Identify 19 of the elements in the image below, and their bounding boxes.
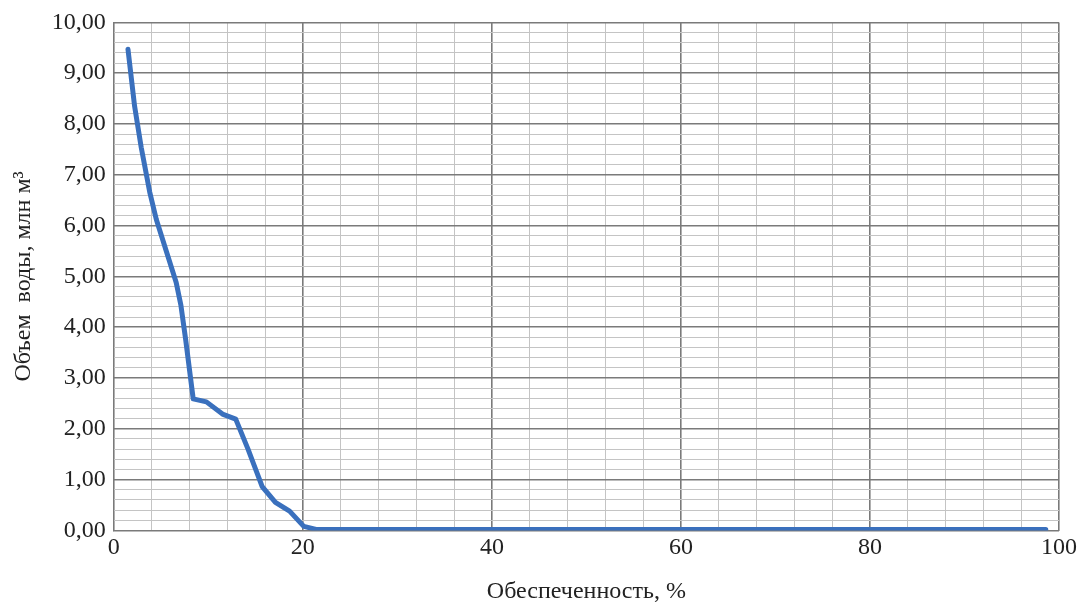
y-tick-label: 7,00 — [63, 160, 106, 187]
y-tick-label: 2,00 — [63, 414, 106, 441]
x-tick-label: 80 — [857, 533, 882, 560]
y-axis-title: Объем воды, млн м³ — [8, 171, 35, 382]
x-tick-label: 100 — [1041, 533, 1077, 560]
x-tick-label: 60 — [668, 533, 693, 560]
y-tick-label: 5,00 — [63, 261, 106, 288]
y-tick-label: 1,00 — [63, 464, 106, 491]
y-tick-label: 6,00 — [63, 210, 106, 237]
y-tick-label: 10,00 — [51, 7, 106, 34]
x-axis-title: Обеспеченность, % — [486, 576, 686, 603]
y-tick-label: 3,00 — [63, 363, 106, 390]
x-tick-label: 40 — [479, 533, 504, 560]
x-tick-label: 0 — [107, 533, 120, 560]
x-tick-label: 20 — [290, 533, 315, 560]
y-tick-label: 9,00 — [63, 58, 106, 85]
y-tick-label: 4,00 — [63, 312, 106, 339]
y-tick-label: 8,00 — [63, 109, 106, 136]
y-tick-label: 0,00 — [63, 515, 106, 542]
